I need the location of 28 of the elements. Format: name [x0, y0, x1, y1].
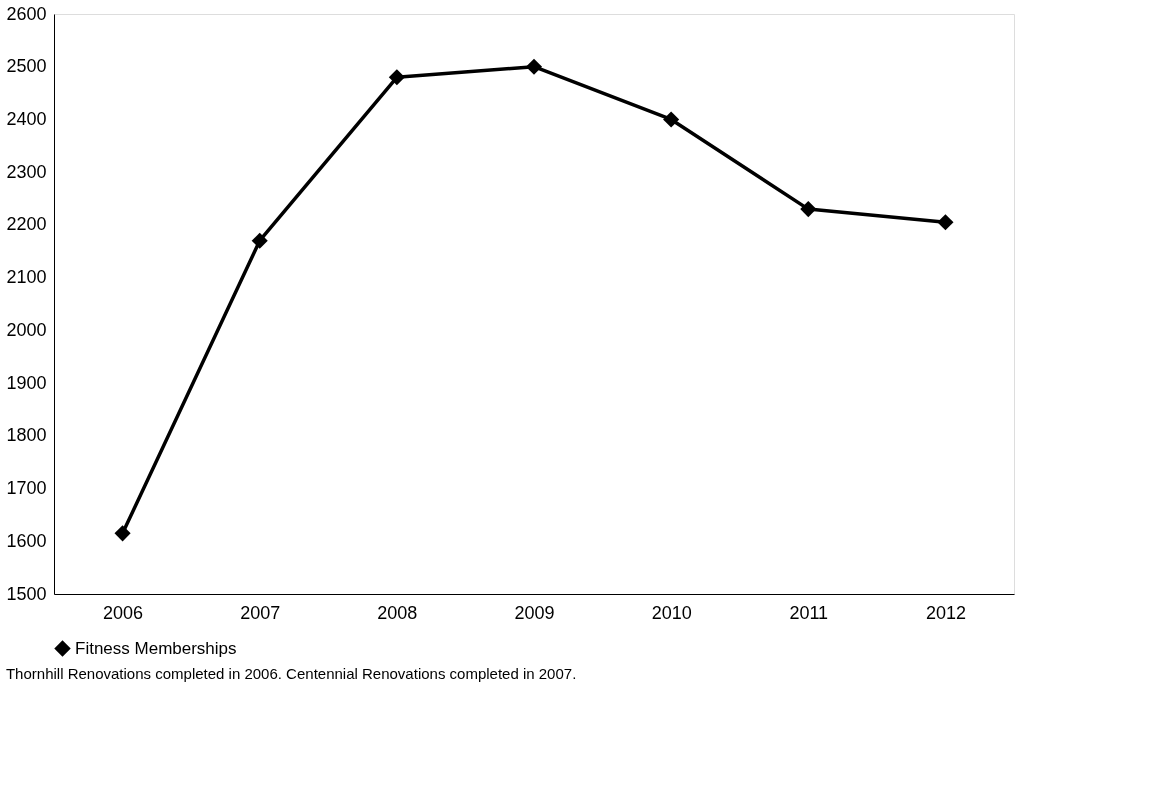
point [251, 232, 268, 249]
x-tick-label: 2010 [651, 602, 692, 623]
y-tick-label: 1800 [6, 425, 47, 446]
y-tick-label: 1900 [6, 372, 47, 393]
y-tick-label: 2600 [6, 3, 47, 24]
point [388, 69, 405, 86]
y-tick-label: 2100 [6, 267, 47, 288]
y-tick-label: 2400 [6, 108, 47, 129]
x-tick-label: 2006 [103, 602, 144, 623]
point [663, 111, 680, 128]
y-tick-label: 1500 [6, 583, 47, 604]
x-tick-label: 2009 [514, 602, 555, 623]
x-tick-label: 2007 [240, 602, 281, 623]
legend-label: Fitness Memberships [75, 638, 237, 658]
point [937, 214, 954, 231]
x-tick-label: 2008 [377, 602, 418, 623]
text: Thornhill Renovations completed in 2006. Centennial Renovations completed in 2007. [5, 665, 577, 682]
y-tick-label: 1600 [6, 530, 47, 551]
y-tick-label: 1700 [6, 478, 47, 499]
point [525, 58, 543, 75]
point [800, 201, 817, 218]
point [114, 525, 131, 542]
x-tick-label: 2012 [925, 602, 966, 623]
x-tick-label: 2011 [789, 602, 829, 623]
y-tick-label: 2200 [6, 214, 47, 235]
y-tick-label: 2300 [6, 161, 47, 182]
y-tick-label: 2000 [6, 319, 47, 340]
y-tick-label: 2500 [6, 56, 47, 77]
